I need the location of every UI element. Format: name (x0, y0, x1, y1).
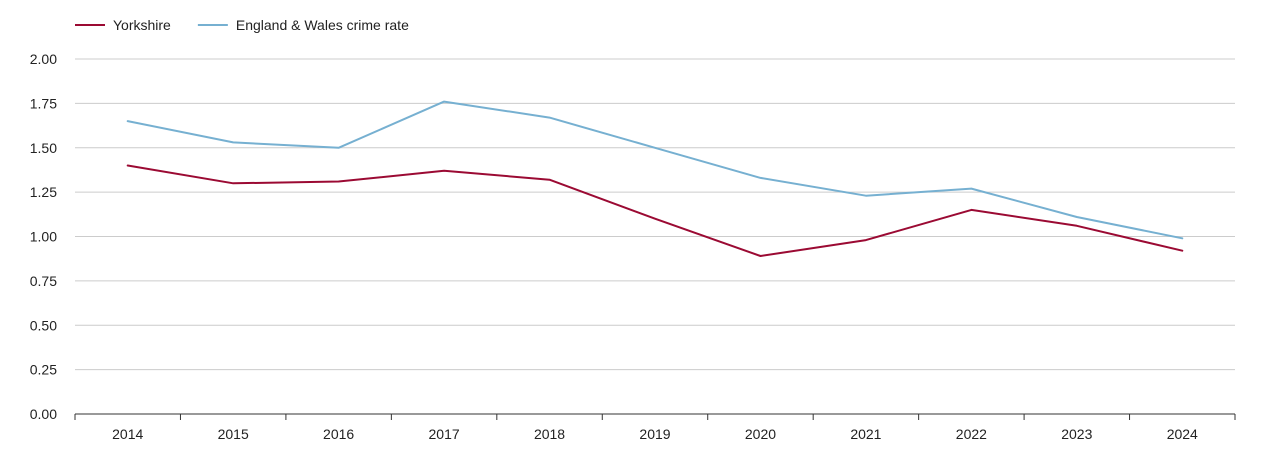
y-tick-label: 2.00 (30, 51, 57, 67)
series-line-england-wales-crime-rate (126, 100, 1184, 240)
x-tick-label: 2021 (850, 426, 881, 442)
legend-item-england-wales-crime-rate[interactable]: England & Wales crime rate (197, 17, 409, 33)
y-axis-ticks: 0.00 0.25 0.50 0.75 1.00 1.25 1.50 1.75 2.00 (30, 51, 57, 422)
x-tick-label: 2015 (218, 426, 249, 442)
series-line-yorkshire (126, 164, 1184, 257)
legend-item-yorkshire[interactable]: Yorkshire (75, 17, 171, 33)
x-tick-label: 2017 (429, 426, 460, 442)
y-tick-label: 0.25 (30, 362, 57, 378)
y-tick-label: 1.50 (30, 140, 57, 156)
y-tick-label: 0.75 (30, 273, 57, 289)
y-tick-label: 1.25 (30, 184, 57, 200)
y-tick-label: 0.00 (30, 406, 57, 422)
y-tick-label: 1.75 (30, 95, 57, 111)
x-tick-label: 2022 (956, 426, 987, 442)
grid-lines (75, 58, 1235, 371)
x-axis-ticks: 2014 2015 2016 2017 2018 2019 2020 2021 2022 2023… (74, 414, 1236, 442)
y-tick-label: 0.50 (30, 317, 57, 333)
x-tick-label: 2023 (1061, 426, 1092, 442)
legend-label: Yorkshire (113, 17, 171, 33)
x-tick-label: 2014 (112, 426, 143, 442)
legend-label: England & Wales crime rate (236, 17, 409, 33)
x-tick-label: 2024 (1167, 426, 1198, 442)
series-group (126, 100, 1184, 257)
x-tick-label: 2016 (323, 426, 354, 442)
x-tick-label: 2018 (534, 426, 565, 442)
y-tick-label: 1.00 (30, 229, 57, 245)
legend: Yorkshire England & Wales crime rate (75, 17, 409, 33)
x-tick-label: 2019 (639, 426, 670, 442)
x-tick-label: 2020 (745, 426, 776, 442)
